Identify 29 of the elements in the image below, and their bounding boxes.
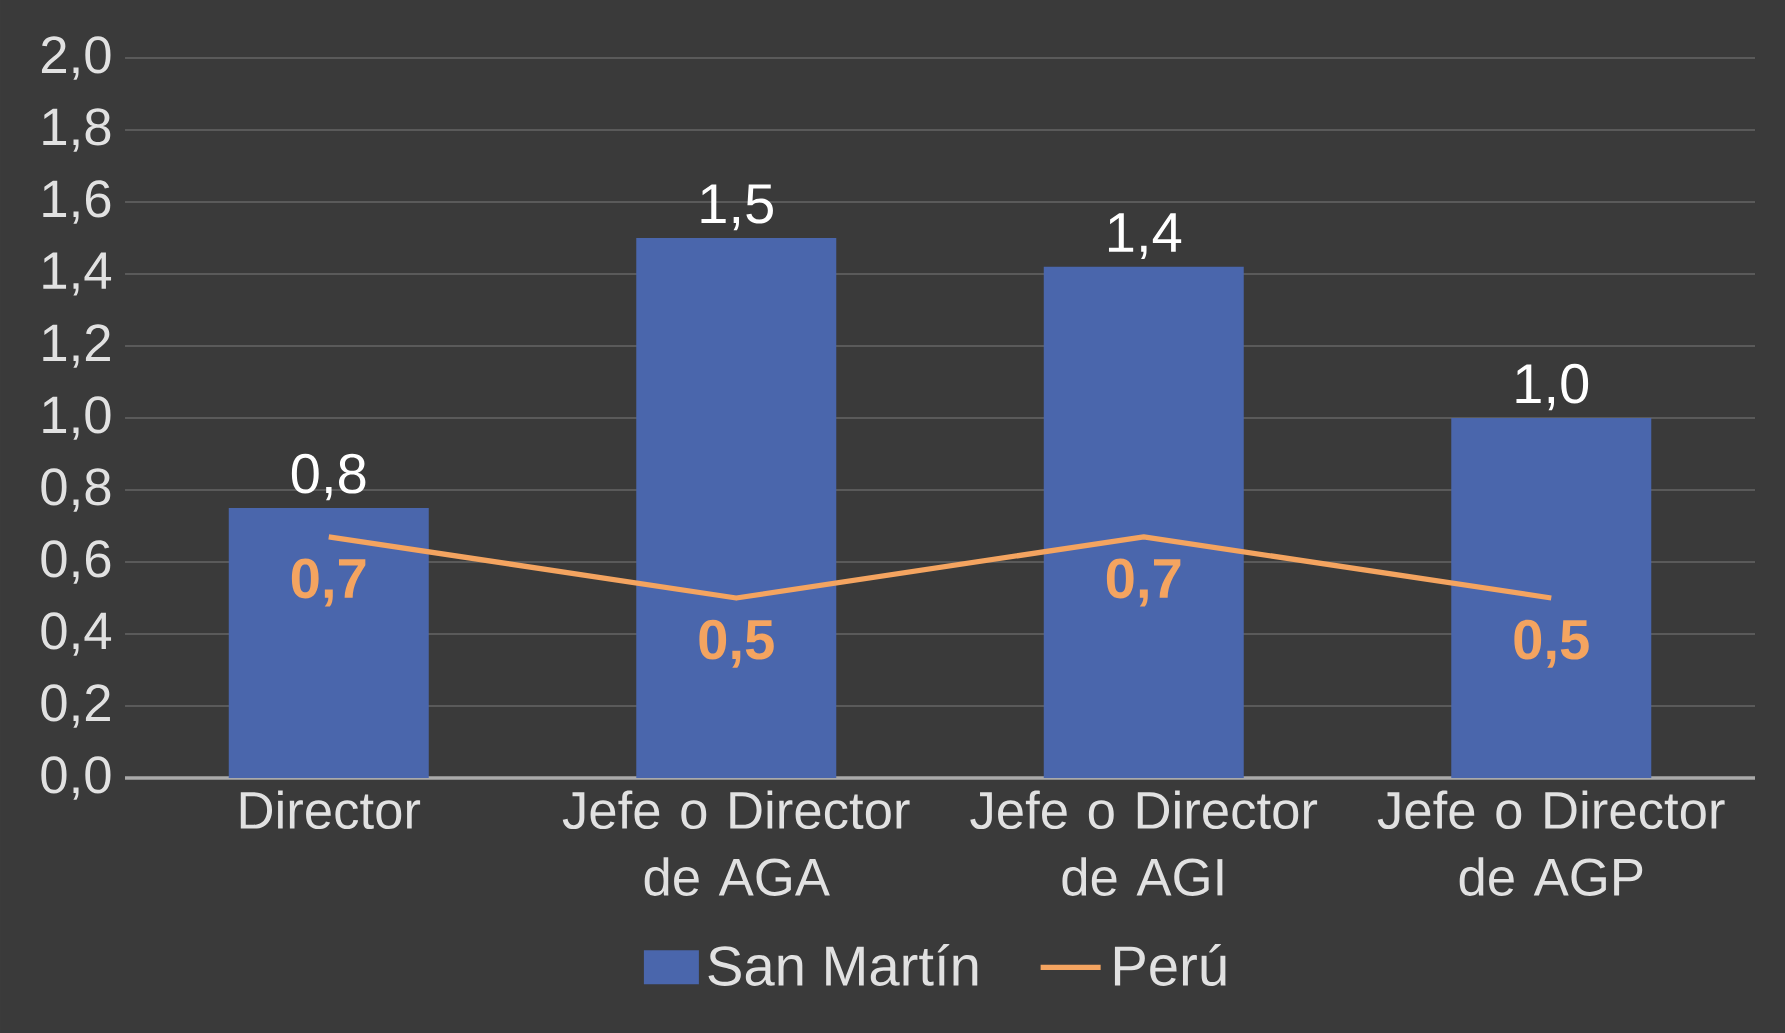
data-label: 0,7 [291,558,366,607]
data-label: 1,4 [1108,213,1182,260]
y-tick-label: 0,2 [41,684,110,728]
data-label: 1,5 [701,184,773,231]
data-label: 0,5 [699,619,774,668]
y-tick-label: 1,8 [43,108,111,152]
y-tick-label: 2,0 [41,36,111,80]
legend-label: San Martín [708,943,978,986]
data-label: 1,0 [1516,363,1589,411]
y-tick-label: 0,6 [41,540,111,584]
bar [1451,418,1652,778]
y-tick-label: 1,4 [43,252,112,296]
x-tick-label: Director [240,790,421,830]
y-tick-label: 1,0 [43,396,111,440]
x-tick-label: Jefe o Director de AGA [562,790,910,896]
bar [228,508,429,778]
y-tick-label: 1,6 [43,180,111,224]
data-label: 0,7 [1106,558,1181,607]
y-tick-label: 1,2 [43,324,110,368]
legend-label: Perú [1114,943,1226,986]
data-label: 0,5 [1514,619,1589,668]
bar [1043,266,1244,778]
y-tick-label: 0,4 [41,612,112,656]
x-tick-label: Jefe o Director de AGP [1377,790,1725,896]
y-tick-label: 0,0 [41,756,111,800]
y-tick-label: 0,8 [41,468,111,512]
x-tick-label: Jefe o Director de AGI [970,790,1318,896]
data-label: 0,8 [291,453,366,501]
bar [636,238,837,778]
